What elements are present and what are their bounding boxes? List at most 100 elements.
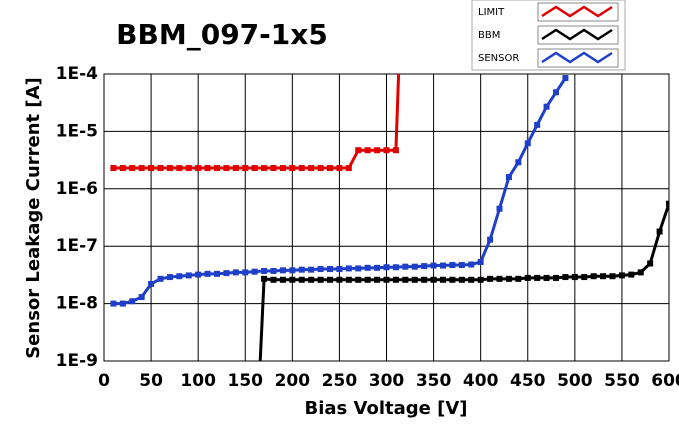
legend-swatch bbox=[541, 51, 613, 64]
marker bbox=[411, 263, 418, 270]
marker bbox=[468, 261, 475, 268]
marker bbox=[458, 262, 465, 269]
marker bbox=[543, 274, 550, 281]
legend-label: BBM bbox=[478, 30, 500, 41]
marker bbox=[157, 165, 164, 172]
y-tick-label: 1E-6 bbox=[56, 179, 98, 199]
marker bbox=[355, 147, 362, 154]
marker bbox=[364, 276, 371, 283]
marker bbox=[487, 275, 494, 282]
marker bbox=[176, 165, 183, 172]
x-tick-label: 0 bbox=[98, 371, 110, 391]
marker bbox=[336, 276, 343, 283]
marker bbox=[223, 270, 230, 277]
marker bbox=[430, 276, 437, 283]
x-tick-label: 600 bbox=[651, 371, 679, 391]
x-axis-label: Bias Voltage [V] bbox=[305, 398, 468, 419]
marker bbox=[270, 165, 277, 172]
marker bbox=[383, 147, 390, 154]
marker bbox=[590, 273, 597, 280]
y-axis-label: Sensor Leakage Current [A] bbox=[23, 77, 44, 359]
marker bbox=[618, 272, 625, 279]
marker bbox=[477, 276, 484, 283]
marker bbox=[270, 267, 277, 274]
marker bbox=[402, 263, 409, 270]
marker bbox=[327, 165, 333, 172]
x-tick-label: 250 bbox=[322, 371, 358, 391]
marker bbox=[317, 165, 324, 172]
marker bbox=[129, 165, 136, 172]
marker bbox=[289, 267, 296, 274]
marker bbox=[364, 147, 371, 154]
marker bbox=[515, 275, 522, 282]
marker bbox=[656, 228, 663, 235]
marker bbox=[449, 262, 456, 269]
marker bbox=[214, 165, 220, 172]
marker bbox=[308, 276, 315, 283]
marker bbox=[317, 266, 324, 273]
y-tick-label: 1E-8 bbox=[56, 294, 98, 314]
marker bbox=[392, 276, 399, 283]
marker bbox=[430, 262, 437, 269]
marker bbox=[176, 273, 183, 280]
x-tick-label: 50 bbox=[139, 371, 163, 391]
marker bbox=[279, 267, 286, 274]
marker bbox=[392, 147, 399, 154]
marker bbox=[298, 266, 305, 273]
marker bbox=[571, 274, 578, 281]
marker bbox=[232, 165, 239, 172]
marker bbox=[119, 300, 126, 307]
marker bbox=[166, 165, 173, 172]
marker bbox=[308, 266, 315, 273]
marker bbox=[336, 266, 343, 273]
x-tick-label: 100 bbox=[180, 371, 216, 391]
marker bbox=[261, 275, 268, 282]
marker bbox=[496, 275, 503, 282]
marker bbox=[251, 268, 258, 275]
marker bbox=[298, 276, 305, 283]
marker bbox=[374, 147, 381, 154]
marker bbox=[204, 165, 211, 172]
marker bbox=[336, 165, 343, 172]
marker bbox=[468, 276, 475, 283]
marker bbox=[345, 265, 352, 272]
marker bbox=[458, 276, 465, 283]
marker bbox=[383, 264, 390, 271]
marker bbox=[157, 275, 164, 282]
marker bbox=[355, 276, 362, 283]
marker bbox=[477, 259, 484, 266]
marker bbox=[242, 269, 249, 276]
x-tick-label: 350 bbox=[416, 371, 452, 391]
marker bbox=[524, 140, 531, 147]
marker bbox=[534, 274, 541, 281]
legend-label: SENSOR bbox=[478, 53, 519, 64]
marker bbox=[204, 270, 211, 277]
marker bbox=[440, 276, 446, 283]
marker bbox=[232, 269, 239, 276]
marker bbox=[505, 275, 512, 282]
marker bbox=[562, 75, 569, 82]
marker bbox=[223, 165, 230, 172]
marker bbox=[195, 271, 202, 278]
marker bbox=[185, 272, 192, 279]
y-tick-label: 1E-4 bbox=[56, 64, 98, 84]
y-tick-label: 1E-7 bbox=[56, 236, 98, 256]
marker bbox=[148, 280, 155, 287]
marker bbox=[402, 276, 409, 283]
marker bbox=[317, 276, 324, 283]
marker bbox=[628, 271, 635, 278]
x-tick-label: 200 bbox=[275, 371, 311, 391]
marker bbox=[308, 165, 315, 172]
marker bbox=[327, 276, 333, 283]
marker bbox=[110, 165, 117, 172]
marker bbox=[355, 265, 362, 272]
marker bbox=[327, 266, 333, 273]
marker bbox=[138, 165, 145, 172]
marker bbox=[637, 269, 644, 276]
marker bbox=[534, 121, 541, 128]
marker bbox=[383, 276, 390, 283]
marker bbox=[609, 273, 616, 280]
marker bbox=[195, 165, 202, 172]
marker bbox=[543, 103, 550, 110]
